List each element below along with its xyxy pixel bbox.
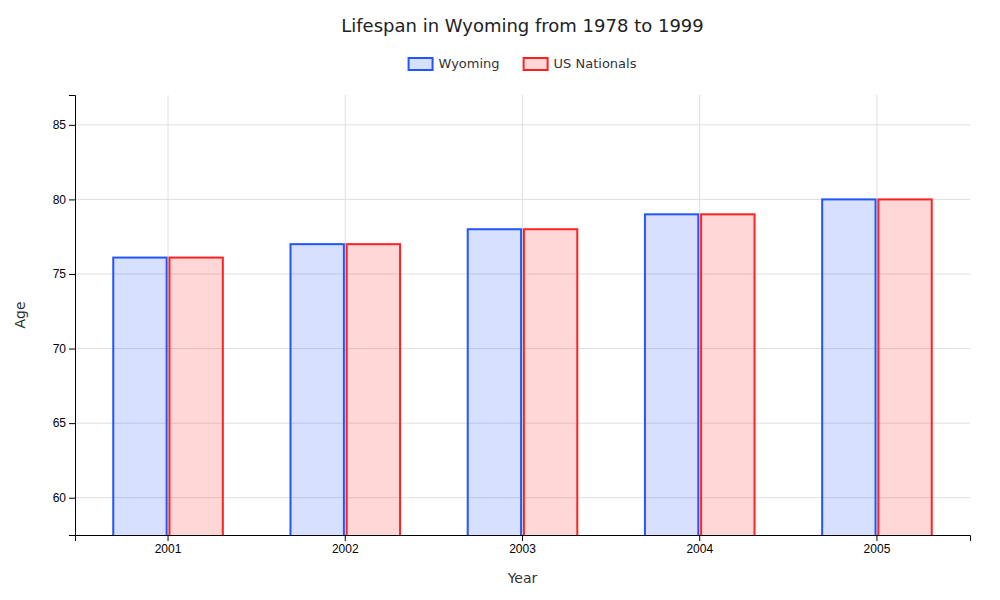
- series: [169, 199, 931, 535]
- title: Lifespan in Wyoming from 1978 to 1999: [341, 15, 704, 36]
- legend-item: US Nationals: [524, 56, 637, 71]
- tick: 2004: [686, 535, 713, 556]
- bar: [878, 199, 931, 535]
- tick: 60: [53, 491, 75, 505]
- legend-swatch: [409, 58, 433, 70]
- bar: [468, 229, 521, 535]
- tick-label: 2001: [155, 542, 182, 556]
- tick: 75: [53, 267, 75, 281]
- bar: [169, 258, 222, 535]
- y-axis-title: Age: [12, 301, 28, 328]
- tick: 2003: [509, 535, 536, 556]
- chart: 2001 2002 2003 2004 2005 60 65 70 75 80 85 Year Age L…: [0, 0, 1000, 600]
- tick-label: 80: [53, 193, 67, 207]
- tick: 2005: [864, 535, 891, 556]
- y-axis: 60 65 70 75 80 85: [53, 96, 76, 536]
- bar: [347, 244, 400, 535]
- legend-label: US Nationals: [554, 56, 637, 71]
- tick-label: 65: [53, 416, 67, 430]
- tick-label: 70: [53, 342, 67, 356]
- tick-mark: [69, 498, 75, 499]
- bar: [524, 229, 577, 535]
- bar: [645, 214, 698, 535]
- plot: 2001 2002 2003 2004 2005 60 65 70 75 80 85 Year Age: [12, 95, 971, 600]
- grid-line: [168, 95, 169, 535]
- tick: 2002: [332, 535, 359, 556]
- tick-mark: [522, 535, 523, 541]
- legend-swatch: [524, 58, 548, 70]
- tick-label: 60: [53, 491, 67, 505]
- tick: 2001: [155, 535, 182, 556]
- axis-line: [76, 536, 971, 542]
- tick-label: 75: [53, 267, 67, 281]
- x-axis: 2001 2002 2003 2004 2005: [76, 535, 971, 556]
- tick-label: 85: [53, 118, 67, 132]
- bar: [822, 199, 875, 535]
- grid-line: [699, 95, 700, 535]
- tick-mark: [69, 199, 75, 200]
- tick-label: 2005: [864, 542, 891, 556]
- tick-mark: [876, 535, 877, 541]
- tick-label: 2002: [332, 542, 359, 556]
- legend-label: Wyoming: [439, 56, 500, 71]
- tick-label: 2003: [509, 542, 536, 556]
- x-axis-title: Year: [507, 570, 538, 586]
- grid-line: [522, 95, 523, 535]
- tick: 70: [53, 342, 75, 356]
- tick-mark: [69, 125, 75, 126]
- grid-line: [876, 95, 877, 535]
- tick-mark: [345, 535, 346, 541]
- tick: 80: [53, 193, 75, 207]
- bar: [701, 214, 754, 535]
- grid-line: [345, 95, 346, 535]
- legend-item: Wyoming: [409, 56, 500, 71]
- tick: 85: [53, 118, 75, 132]
- tick-mark: [699, 535, 700, 541]
- tick-mark: [69, 274, 75, 275]
- bar: [290, 244, 343, 535]
- axis-line: [69, 96, 76, 536]
- tick-mark: [168, 535, 169, 541]
- bar: [113, 258, 166, 535]
- tick-label: 2004: [686, 542, 713, 556]
- tick-mark: [69, 423, 75, 424]
- tick-mark: [69, 349, 75, 350]
- legend: Wyoming US Nationals: [409, 56, 637, 71]
- bars: [113, 199, 931, 535]
- series: [113, 199, 875, 535]
- tick: 65: [53, 416, 75, 430]
